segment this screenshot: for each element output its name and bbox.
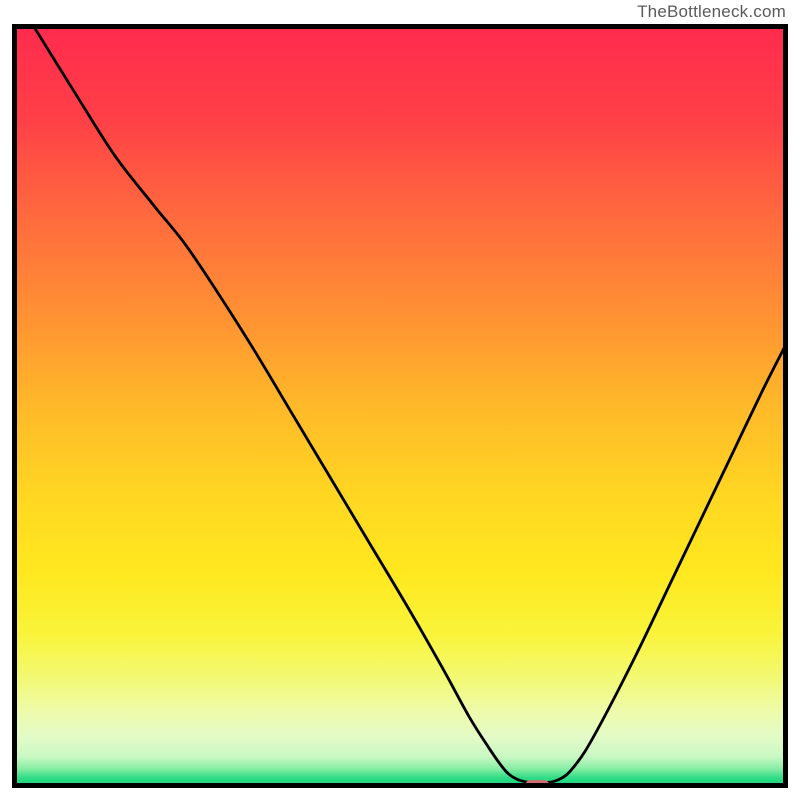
- watermark-text: TheBottleneck.com: [637, 2, 786, 22]
- bottleneck-chart: [12, 24, 788, 788]
- chart-svg: [12, 24, 788, 788]
